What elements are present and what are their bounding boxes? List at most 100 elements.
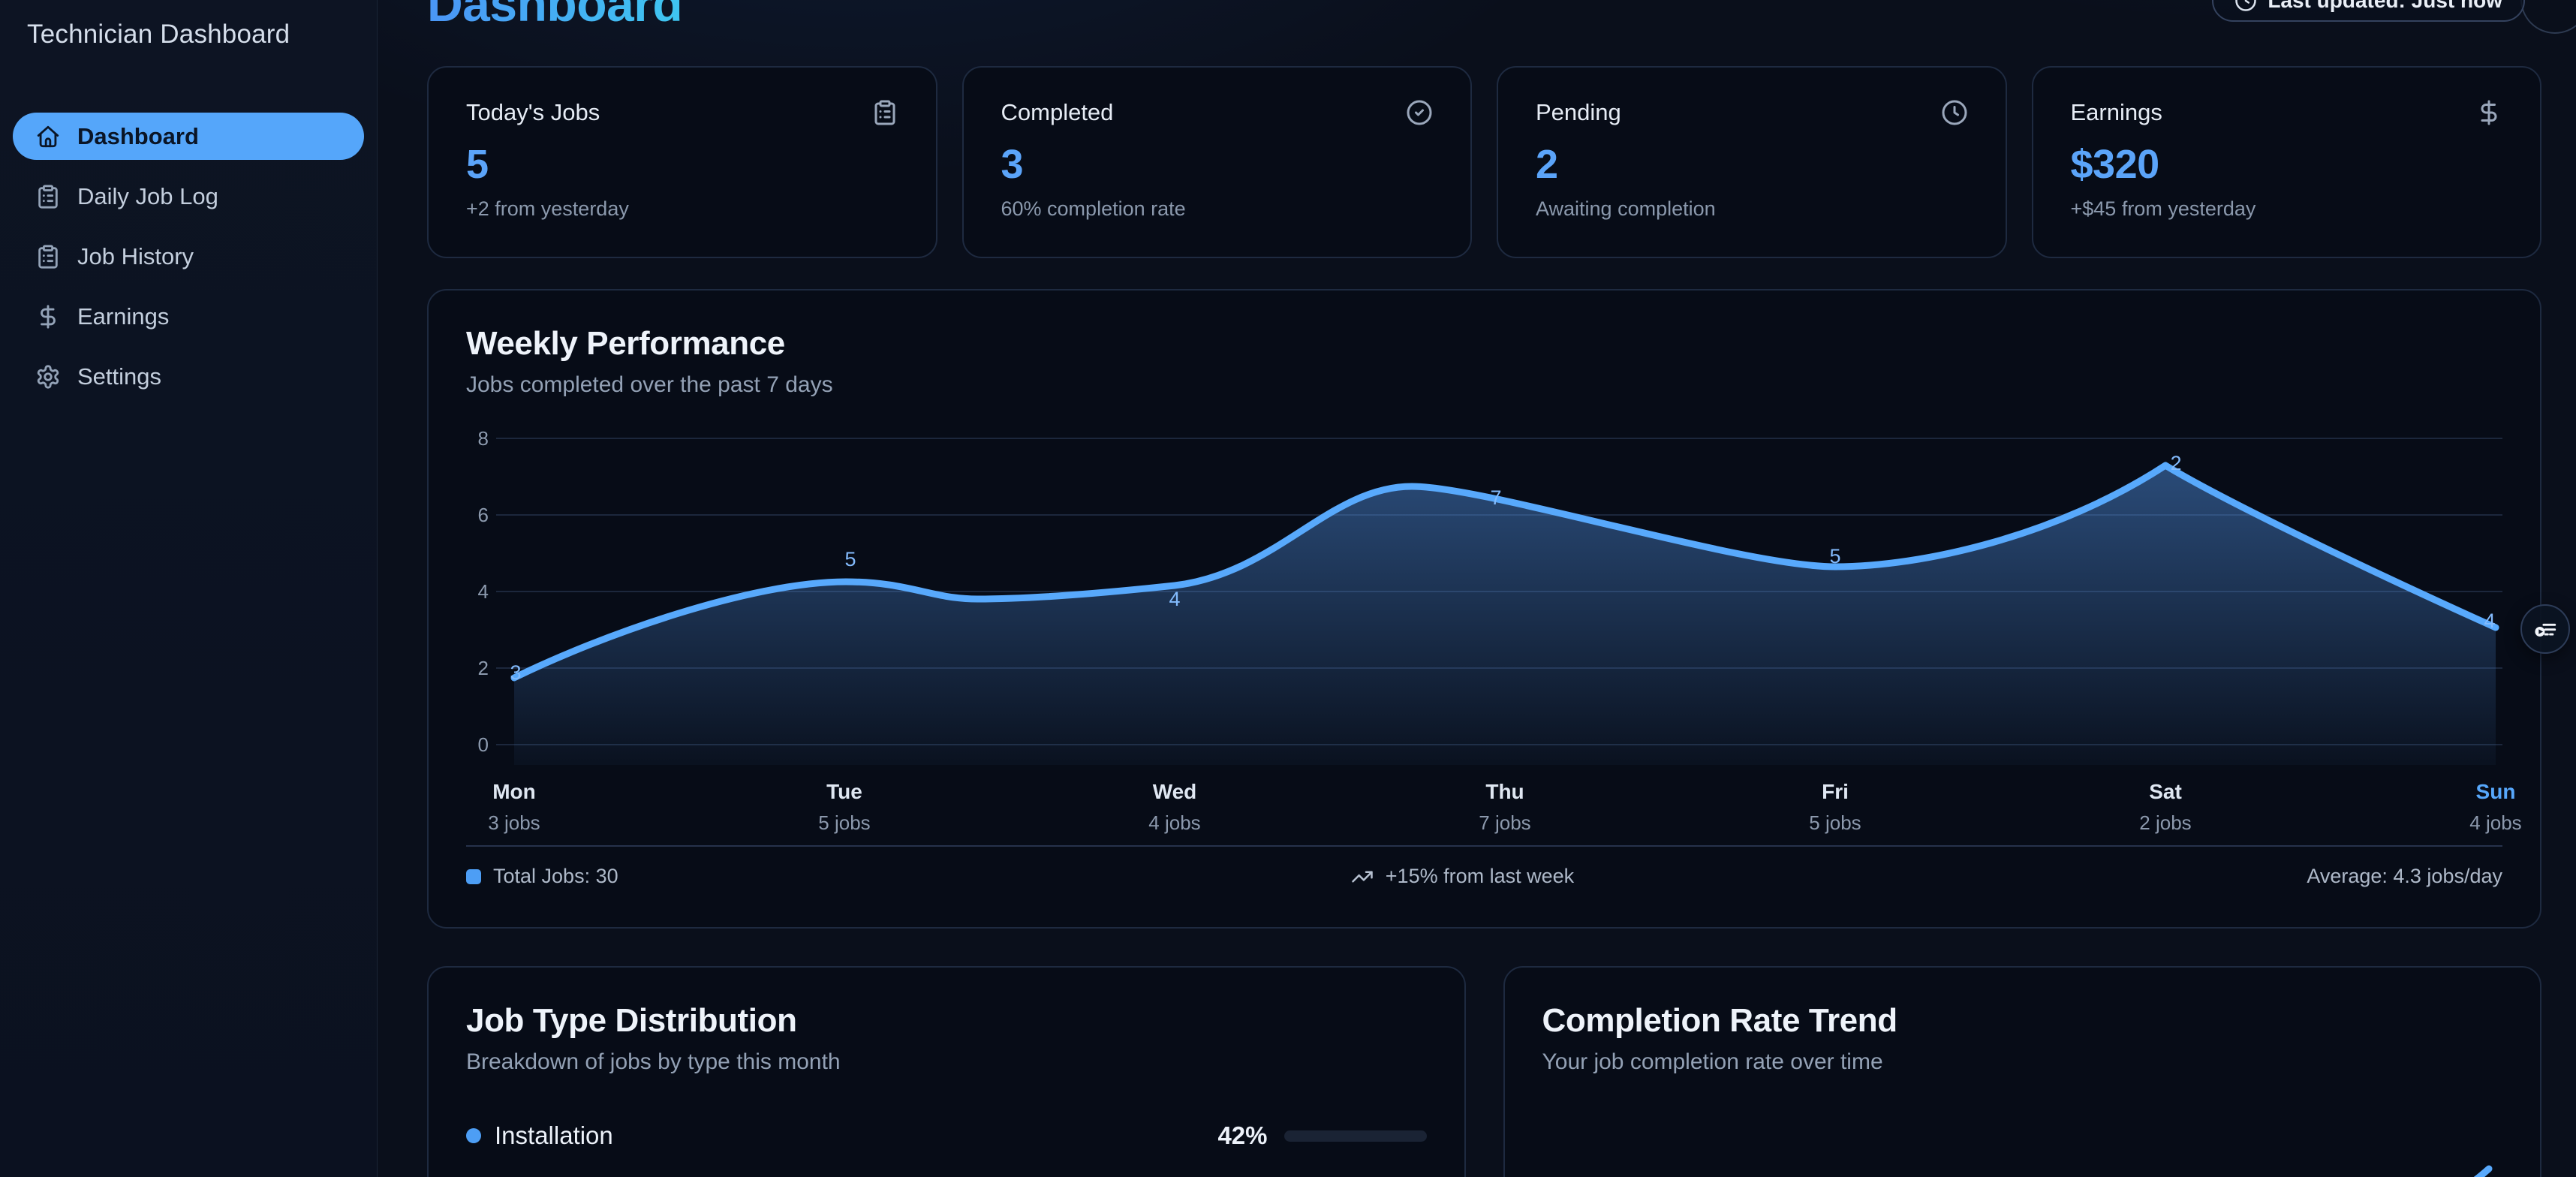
decorative-circle: [2520, 0, 2576, 34]
sidebar-item-settings[interactable]: Settings: [13, 353, 364, 400]
clock-icon: [2234, 0, 2257, 12]
sidebar-item-label: Daily Job Log: [77, 182, 218, 209]
check-circle-icon: [1406, 99, 1433, 126]
distribution-subtitle: Breakdown of jobs by type this month: [466, 1049, 841, 1074]
stat-title: Completed: [1001, 99, 1114, 125]
gear-icon: [35, 364, 61, 390]
svg-text:3: 3: [510, 661, 521, 684]
x-axis-labels: Mon Tue Wed Thu Fri Sat Sun 3 jobs 5 job…: [488, 780, 2521, 834]
stat-title: Today's Jobs: [466, 99, 600, 125]
stat-title: Earnings: [2070, 99, 2162, 125]
svg-text:4: 4: [1169, 588, 1180, 610]
completion-trend-line-chart: [2473, 1165, 2493, 1177]
divider: [466, 845, 2502, 847]
stat-card-pending: Pending 2 Awaiting completion: [1497, 66, 2007, 258]
distribution-title: Job Type Distribution: [466, 1002, 797, 1039]
sidebar-item-job-history[interactable]: Job History: [13, 233, 364, 280]
category-label: Installation: [495, 1121, 613, 1149]
legend-swatch: [466, 868, 481, 884]
sidebar-item-dashboard[interactable]: Dashboard: [13, 113, 364, 160]
stat-card-completed: Completed 3 60% completion rate: [961, 66, 1472, 258]
trend-line: [510, 462, 2499, 682]
category-dot: [466, 1128, 481, 1143]
svg-text:5: 5: [1829, 545, 1840, 567]
stat-value: $320: [2070, 142, 2160, 187]
trend-title: Completion Rate Trend: [1542, 1002, 1898, 1039]
dollar-icon: [35, 304, 61, 330]
svg-text:2: 2: [478, 657, 489, 679]
sidebar-item-earnings[interactable]: Earnings: [13, 293, 364, 340]
progress-bar: [1283, 1130, 1427, 1142]
clipboard-icon: [35, 244, 61, 269]
total-jobs-text: Total Jobs: 30: [493, 865, 618, 887]
page-title: Dashboard: [427, 0, 683, 29]
stat-value: 3: [1001, 142, 1024, 187]
svg-text:0: 0: [478, 733, 489, 756]
trending-up-icon: [1351, 865, 1374, 888]
main-content: Last updated: Just now Dashboard Today's…: [378, 0, 2576, 1177]
svg-text:7: 7: [1490, 486, 1501, 509]
svg-text:7 jobs: 7 jobs: [1479, 811, 1530, 834]
stat-subtitle: Awaiting completion: [1536, 197, 1716, 220]
clipboard-icon: [871, 99, 898, 126]
svg-text:Mon: Mon: [492, 780, 536, 803]
svg-text:4 jobs: 4 jobs: [1148, 811, 1200, 834]
clipboard-icon: [35, 184, 61, 209]
sidebar-item-label: Dashboard: [77, 122, 199, 149]
point-labels: 3 5 4 7 5 2 4: [510, 452, 2495, 684]
dollar-icon: [2475, 99, 2502, 126]
svg-text:5: 5: [844, 548, 856, 570]
app-title: Technician Dashboard: [27, 20, 290, 49]
svg-text:Thu: Thu: [1485, 780, 1524, 803]
stat-card-todays-jobs: Today's Jobs 5 +2 from yesterday: [427, 66, 937, 258]
svg-text:Fri: Fri: [1822, 780, 1849, 803]
svg-text:4: 4: [2484, 610, 2495, 632]
svg-text:2 jobs: 2 jobs: [2139, 811, 2191, 834]
svg-text:6: 6: [478, 504, 489, 526]
svg-text:Tue: Tue: [826, 780, 862, 803]
stat-subtitle: 60% completion rate: [1001, 197, 1186, 220]
chart-footer: Total Jobs: 30 +15% from last week Avera…: [466, 865, 2502, 888]
completion-rate-trend-card: Completion Rate Trend Your job completio…: [1503, 966, 2541, 1177]
weekly-title: Weekly Performance: [466, 325, 785, 362]
clock-icon: [1941, 99, 1968, 126]
y-axis-labels: 8 6 4 2 0: [478, 427, 489, 756]
stat-subtitle: +$45 from yesterday: [2070, 197, 2256, 220]
svg-text:5 jobs: 5 jobs: [1809, 811, 1861, 834]
weekly-subtitle: Jobs completed over the past 7 days: [466, 372, 833, 397]
job-type-distribution-card: Job Type Distribution Breakdown of jobs …: [427, 966, 1466, 1177]
stat-title: Pending: [1536, 99, 1621, 125]
svg-text:2: 2: [2170, 452, 2181, 474]
trend-text: +15% from last week: [1385, 865, 1575, 887]
sidebar-item-daily-job-log[interactable]: Daily Job Log: [13, 173, 364, 220]
stats-row: Today's Jobs 5 +2 from yesterday Complet…: [427, 66, 2541, 258]
sidebar-item-label: Job History: [77, 242, 194, 269]
svg-text:8: 8: [478, 427, 489, 450]
trend-subtitle: Your job completion rate over time: [1542, 1049, 1883, 1074]
last-updated-badge: Last updated: Just now: [2212, 0, 2525, 22]
playlist-icon: [2535, 623, 2556, 637]
bottom-row: Job Type Distribution Breakdown of jobs …: [427, 966, 2541, 1177]
svg-text:4: 4: [478, 580, 489, 603]
weekly-area-chart: 8 6 4 2 0 3 5 4 7 5 2 4 Mon Tu: [478, 427, 2522, 834]
average-text: Average: 4.3 jobs/day: [2307, 865, 2502, 887]
svg-text:Wed: Wed: [1153, 780, 1197, 803]
last-updated-text: Last updated: Just now: [2268, 0, 2502, 12]
weekly-performance-card: Weekly Performance Jobs completed over t…: [427, 289, 2541, 929]
sidebar-nav: Dashboard Daily Job Log Job History Earn…: [0, 113, 377, 400]
stat-card-earnings: Earnings $320 +$45 from yesterday: [2031, 66, 2541, 258]
svg-text:4 jobs: 4 jobs: [2469, 811, 2521, 834]
home-icon: [35, 124, 61, 149]
sidebar-item-label: Earnings: [77, 303, 170, 330]
svg-text:Sat: Sat: [2149, 780, 2182, 803]
sidebar: Technician Dashboard Dashboard Daily Job…: [0, 0, 378, 1177]
floating-playlist-button[interactable]: [2520, 604, 2570, 654]
stat-subtitle: +2 from yesterday: [466, 197, 629, 220]
stat-value: 5: [466, 142, 489, 187]
svg-text:Sun: Sun: [2476, 780, 2516, 803]
category-percent: 42%: [1217, 1121, 1268, 1149]
area-fill: [514, 465, 2496, 765]
sidebar-item-label: Settings: [77, 363, 162, 390]
svg-text:5 jobs: 5 jobs: [818, 811, 870, 834]
svg-text:3 jobs: 3 jobs: [488, 811, 540, 834]
